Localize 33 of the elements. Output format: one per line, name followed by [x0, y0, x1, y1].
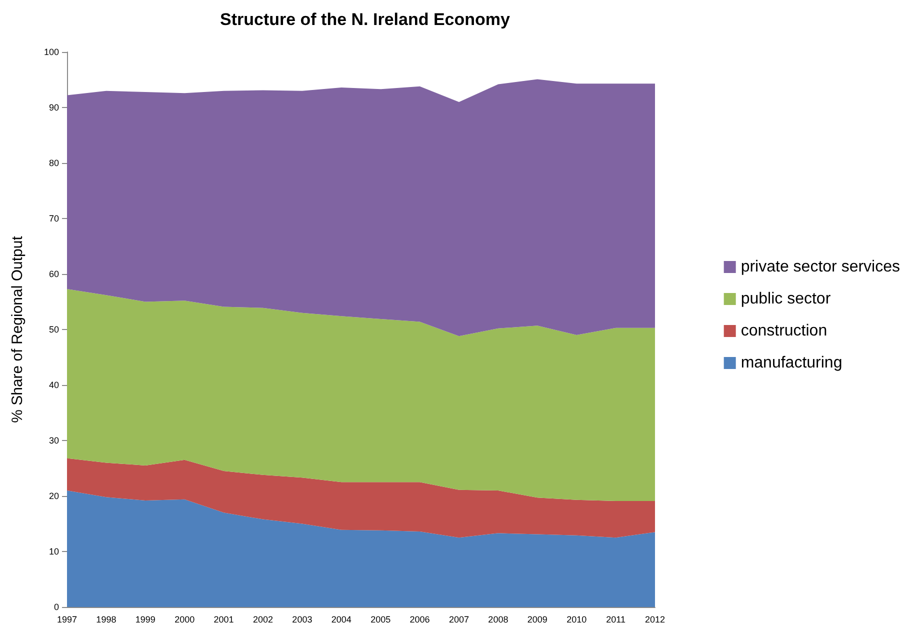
legend-label: public sector	[740, 290, 832, 308]
x-tick-label: 2005	[370, 614, 391, 624]
y-tick-label: 0	[54, 602, 59, 612]
x-tick-label: 2008	[488, 614, 508, 624]
y-tick-label: 30	[48, 436, 59, 446]
legend-label: construction	[740, 322, 828, 340]
x-tick-label: 2011	[606, 614, 626, 624]
y-tick-label: 70	[48, 214, 59, 224]
x-tick-label: 2007	[448, 614, 470, 624]
x-tick-label: 2006	[410, 614, 430, 624]
x-tick-label: 1997	[56, 614, 78, 624]
y-axis-title: % Share of Regional Output	[9, 235, 26, 423]
x-tick-label: 2009	[527, 614, 548, 624]
y-tick-label: 20	[48, 491, 59, 501]
x-tick-label: 2004	[331, 614, 352, 624]
y-tick-label: 100	[44, 47, 59, 57]
x-tick-label: 2003	[292, 614, 312, 624]
x-tick-label: 2012	[644, 614, 666, 624]
y-tick-label: 50	[48, 324, 59, 334]
x-tick-label: 2000	[174, 614, 195, 624]
x-tick-label: 2002	[252, 614, 274, 624]
x-tick-label: 2001	[214, 614, 234, 624]
x-tick-label: 1998	[96, 614, 116, 624]
y-tick-label: 10	[48, 546, 59, 556]
y-tick-label: 40	[48, 380, 59, 390]
y-tick-label: 60	[48, 269, 59, 279]
x-tick-label: 1999	[135, 614, 156, 624]
legend-label: private sector services	[740, 258, 900, 276]
chart-title: Structure of the N. Ireland Economy	[220, 10, 511, 29]
legend-label: manufacturing	[740, 354, 842, 372]
y-tick-label: 90	[48, 102, 59, 112]
x-tick-label: 2010	[566, 614, 587, 624]
y-tick-label: 80	[48, 158, 59, 168]
